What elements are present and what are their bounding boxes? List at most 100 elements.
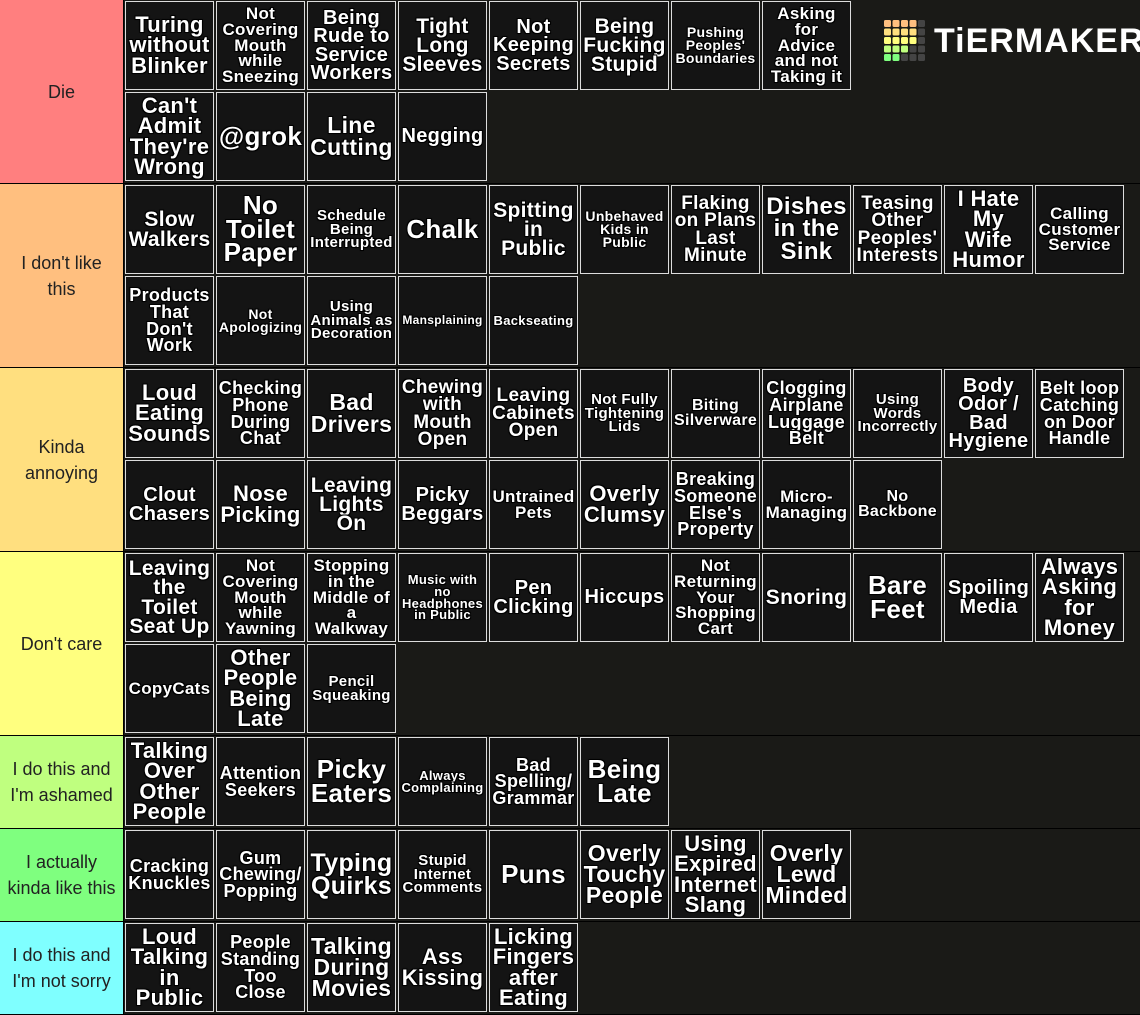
- tier-item[interactable]: Overly Touchy People: [580, 830, 669, 919]
- tier-item[interactable]: Gum Chewing/ Popping: [216, 830, 305, 919]
- tier-item[interactable]: No Backbone: [853, 460, 942, 549]
- tier-item[interactable]: Being Rude to Service Workers: [307, 1, 396, 90]
- item-text: Not Apologizing: [218, 305, 303, 335]
- tier-item[interactable]: Not Fully Tightening Lids: [580, 369, 669, 458]
- tier-item[interactable]: Not Covering Mouth while Sneezing: [216, 1, 305, 90]
- tier-item[interactable]: Nose Picking: [216, 460, 305, 549]
- tier-item[interactable]: Not Apologizing: [216, 276, 305, 365]
- tier-item[interactable]: Picky Eaters: [307, 737, 396, 826]
- tier-item[interactable]: CopyCats: [125, 644, 214, 733]
- tier-item[interactable]: Being Fucking Stupid: [580, 1, 669, 90]
- tier-item[interactable]: Flaking on Plans Last Minute: [671, 185, 760, 274]
- tier-item[interactable]: Biting Silverware: [671, 369, 760, 458]
- tier-item[interactable]: Unbehaved Kids in Public: [580, 185, 669, 274]
- tier-item[interactable]: Loud Talking in Public: [125, 923, 214, 1012]
- tier-item[interactable]: Always Complaining: [398, 737, 487, 826]
- tier-item[interactable]: Pushing Peoples' Boundaries: [671, 1, 760, 90]
- tier-item[interactable]: Belt loop Catching on Door Handle: [1035, 369, 1124, 458]
- tier-item[interactable]: Being Late: [580, 737, 669, 826]
- tier-item[interactable]: Clout Chasers: [125, 460, 214, 549]
- tier-item[interactable]: Talking Over Other People: [125, 737, 214, 826]
- tier-item[interactable]: Using Expired Internet Slang: [671, 830, 760, 919]
- tier-item[interactable]: Asking for Advice and not Taking it: [762, 1, 851, 90]
- tier-item[interactable]: Turing without Blinker: [125, 1, 214, 90]
- tier-item[interactable]: Stopping in the Middle of a Walkway: [307, 553, 396, 642]
- item-text: Products That Don't Work: [129, 285, 210, 356]
- tier-item[interactable]: Leaving Lights On: [307, 460, 396, 549]
- item-text: Attention Seekers: [219, 762, 302, 800]
- tier-item[interactable]: Using Animals as Decoration: [307, 276, 396, 365]
- tier-item[interactable]: Can't Admit They're Wrong: [125, 92, 214, 181]
- tier-label: Don't care: [0, 552, 124, 735]
- tier-item[interactable]: Products That Don't Work: [125, 276, 214, 365]
- tier-row: I do this and I'm ashamed Talking Over Ot…: [0, 736, 1140, 829]
- tier-item[interactable]: Body Odor / Bad Hygiene: [944, 369, 1033, 458]
- item-text: Untrained Pets: [492, 486, 575, 522]
- tier-item[interactable]: Attention Seekers: [216, 737, 305, 826]
- tier-item[interactable]: Chalk: [398, 185, 487, 274]
- tier-item[interactable]: Loud Eating Sounds: [125, 369, 214, 458]
- tier-item[interactable]: Not Covering Mouth while Yawning: [216, 553, 305, 642]
- tier-item[interactable]: Talking During Movies: [307, 923, 396, 1012]
- tier-item[interactable]: Licking Fingers after Eating: [489, 923, 578, 1012]
- tier-item[interactable]: Cracking Knuckles: [125, 830, 214, 919]
- tier-item[interactable]: Music with no Headphones in Public: [398, 553, 487, 642]
- tier-item[interactable]: Picky Beggars: [398, 460, 487, 549]
- tier-item[interactable]: Bare Feet: [853, 553, 942, 642]
- tier-item[interactable]: Micro-Managing: [762, 460, 851, 549]
- tier-item[interactable]: @grok: [216, 92, 305, 181]
- tier-item[interactable]: Ass Kissing: [398, 923, 487, 1012]
- tier-item[interactable]: Calling Customer Service: [1035, 185, 1124, 274]
- tier-item[interactable]: Leaving the Toilet Seat Up: [125, 553, 214, 642]
- logo-cell: [884, 54, 891, 61]
- tier-item[interactable]: People Standing Too Close: [216, 923, 305, 1012]
- tier-item[interactable]: Pen Clicking: [489, 553, 578, 642]
- tier-item[interactable]: Spitting in Public: [489, 185, 578, 274]
- tier-item[interactable]: Dishes in the Sink: [762, 185, 851, 274]
- item-text: Being Rude to Service Workers: [310, 6, 393, 84]
- tier-item[interactable]: Chewing with Mouth Open: [398, 369, 487, 458]
- tier-item[interactable]: Slow Walkers: [125, 185, 214, 274]
- tier-item[interactable]: Puns: [489, 830, 578, 919]
- tier-item[interactable]: Pencil Squeaking: [307, 644, 396, 733]
- tier-item[interactable]: Overly Clumsy: [580, 460, 669, 549]
- tier-item[interactable]: Hiccups: [580, 553, 669, 642]
- tier-item[interactable]: Snoring: [762, 553, 851, 642]
- tier-item[interactable]: Not Returning Your Shopping Cart: [671, 553, 760, 642]
- tier-item[interactable]: Clogging Airplane Luggage Belt: [762, 369, 851, 458]
- item-text: Music with no Headphones in Public: [401, 571, 483, 623]
- item-text: Other People Being Late: [223, 645, 298, 731]
- tier-item[interactable]: Spoiling Media: [944, 553, 1033, 642]
- tier-item[interactable]: Not Keeping Secrets: [489, 1, 578, 90]
- item-text: Using Animals as Decoration: [310, 297, 393, 343]
- tier-item[interactable]: I Hate My Wife Humor: [944, 185, 1033, 274]
- item-text: Typing Quirks: [310, 848, 393, 900]
- tier-item[interactable]: Bad Spelling/ Grammar: [489, 737, 578, 826]
- tier-items: Leaving the Toilet Seat Up Not Covering M…: [124, 552, 1127, 735]
- tier-item[interactable]: Stupid Internet Comments: [398, 830, 487, 919]
- tier-item[interactable]: No Toilet Paper: [216, 185, 305, 274]
- tier-item[interactable]: Backseating: [489, 276, 578, 365]
- tier-item[interactable]: Using Words Incorrectly: [853, 369, 942, 458]
- tier-item[interactable]: Breaking Someone Else's Property: [671, 460, 760, 549]
- item-text: Breaking Someone Else's Property: [673, 469, 758, 540]
- item-text: Hiccups: [584, 586, 665, 609]
- tier-item[interactable]: Mansplaining: [398, 276, 487, 365]
- logo-cell: [892, 20, 900, 27]
- tier-item[interactable]: Always Asking for Money: [1035, 553, 1124, 642]
- item-text: Pencil Squeaking: [312, 672, 391, 704]
- item-text: Bad Spelling/ Grammar: [492, 754, 575, 808]
- tier-item[interactable]: Other People Being Late: [216, 644, 305, 733]
- tier-item[interactable]: Teasing Other Peoples' Interests: [853, 185, 942, 274]
- tier-item[interactable]: Schedule Being Interrupted: [307, 185, 396, 274]
- tier-item[interactable]: Typing Quirks: [307, 830, 396, 919]
- item-text: Clout Chasers: [128, 484, 211, 525]
- tier-item[interactable]: Untrained Pets: [489, 460, 578, 549]
- tier-item[interactable]: Negging: [398, 92, 487, 181]
- tier-item[interactable]: Line Cutting: [307, 92, 396, 181]
- tier-item[interactable]: Leaving Cabinets Open: [489, 369, 578, 458]
- tier-item[interactable]: Bad Drivers: [307, 369, 396, 458]
- tier-item[interactable]: Overly Lewd Minded: [762, 830, 851, 919]
- tier-item[interactable]: Checking Phone During Chat: [216, 369, 305, 458]
- tier-item[interactable]: Tight Long Sleeves: [398, 1, 487, 90]
